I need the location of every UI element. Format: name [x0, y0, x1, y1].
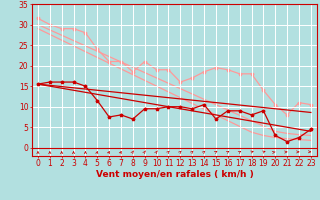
- X-axis label: Vent moyen/en rafales ( km/h ): Vent moyen/en rafales ( km/h ): [96, 170, 253, 179]
